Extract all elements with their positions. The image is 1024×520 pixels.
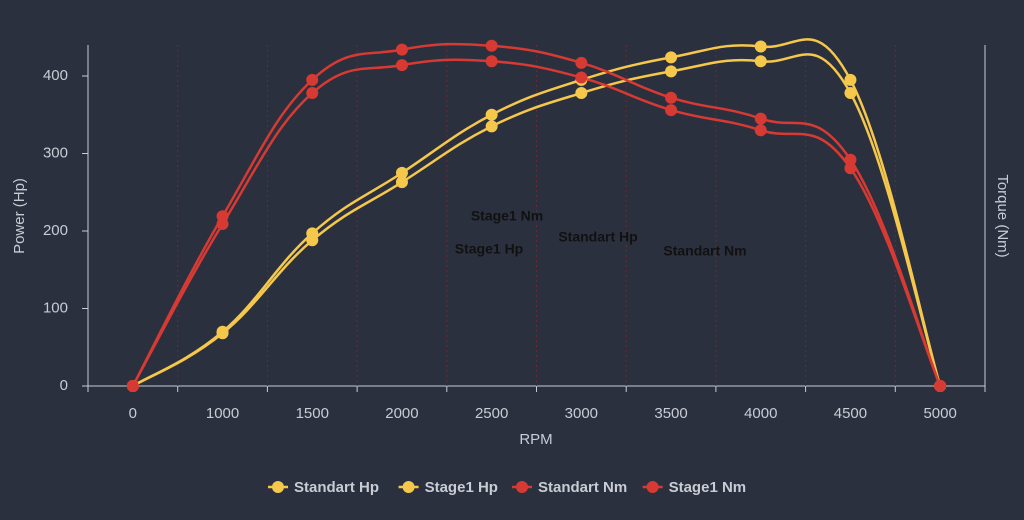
- legend-item: Standart Hp: [268, 479, 379, 496]
- legend-marker: [516, 481, 528, 493]
- legend-label: Stage1 Nm: [669, 479, 747, 496]
- point: [754, 112, 767, 125]
- point: [934, 380, 947, 392]
- x-tick-label: 3500: [654, 405, 687, 422]
- point: [575, 56, 588, 69]
- legend-item: Stage1 Hp: [398, 479, 498, 496]
- point: [485, 108, 498, 121]
- y-tick-label: 0: [60, 377, 68, 394]
- y2-axis-label: Torque (Nm): [994, 174, 1011, 257]
- point: [844, 73, 857, 86]
- x-tick-label: 3000: [565, 405, 598, 422]
- x-tick-label: 2500: [475, 405, 508, 422]
- x-tick-label: 5000: [923, 405, 956, 422]
- annotation: Stage1 Nm: [471, 208, 543, 224]
- point: [216, 210, 229, 223]
- point: [665, 51, 678, 64]
- x-axis-label: RPM: [519, 431, 552, 448]
- legend-marker: [646, 481, 659, 493]
- point: [575, 87, 588, 100]
- point: [844, 162, 857, 175]
- point: [306, 87, 319, 100]
- point: [395, 59, 408, 72]
- point: [844, 153, 857, 166]
- x-tick-label: 4000: [744, 405, 777, 422]
- series-line: [131, 58, 942, 387]
- point: [485, 55, 498, 68]
- x-tick-label: 0: [129, 405, 137, 422]
- legend-item: Stage1 Nm: [642, 479, 747, 496]
- point: [665, 91, 678, 104]
- legend-label: Standart Hp: [294, 479, 379, 496]
- point: [575, 71, 588, 84]
- legend-label: Standart Nm: [538, 479, 627, 496]
- legend-marker: [272, 481, 284, 493]
- point: [306, 227, 319, 240]
- point: [754, 40, 767, 53]
- point: [754, 124, 767, 137]
- point: [216, 325, 229, 338]
- annotation: Standart Hp: [558, 229, 637, 245]
- point: [395, 43, 408, 56]
- point: [844, 87, 857, 100]
- y-tick-label: 100: [43, 299, 68, 316]
- x-tick-label: 1000: [206, 405, 239, 422]
- x-tick-label: 1500: [296, 405, 329, 422]
- point: [126, 380, 139, 392]
- point: [485, 39, 498, 52]
- legend-item: Standart Nm: [512, 479, 627, 496]
- point: [395, 176, 408, 189]
- y-tick-label: 200: [43, 222, 68, 239]
- point: [665, 104, 678, 117]
- point: [754, 55, 767, 68]
- point: [395, 166, 408, 179]
- y-axis-label: Power (Hp): [11, 178, 28, 254]
- x-tick-label: 4500: [834, 405, 867, 422]
- point: [665, 65, 678, 78]
- point: [485, 120, 498, 133]
- point: [306, 73, 319, 86]
- legend-label: Stage1 Hp: [425, 479, 498, 496]
- annotation: Stage1 Hp: [455, 241, 523, 257]
- y-tick-label: 400: [43, 67, 68, 84]
- series-line: [131, 42, 942, 387]
- x-tick-label: 2000: [385, 405, 418, 422]
- legend-marker: [402, 481, 415, 493]
- y-tick-label: 300: [43, 144, 68, 161]
- annotation: Standart Nm: [663, 243, 746, 259]
